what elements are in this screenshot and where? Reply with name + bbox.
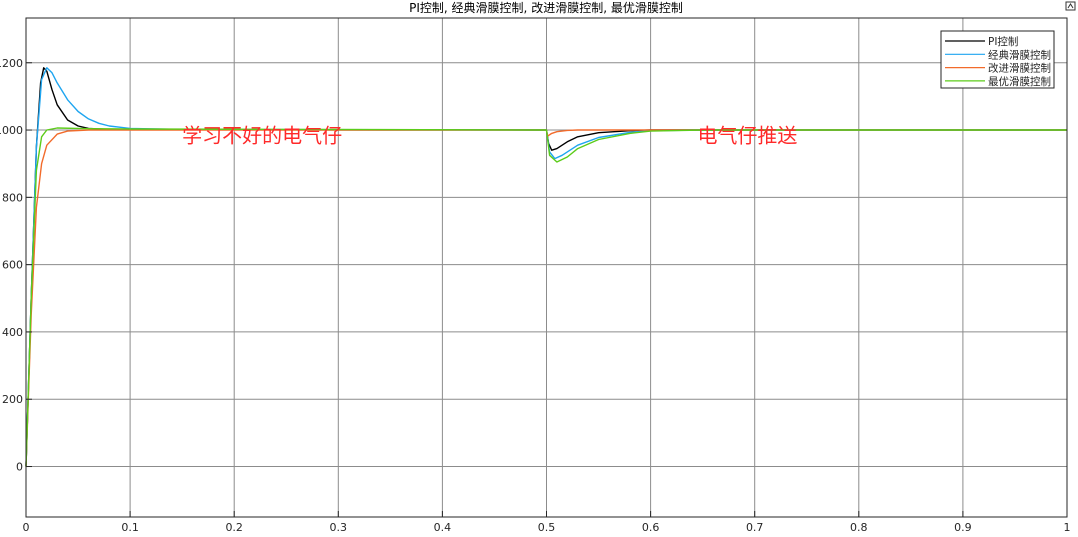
- y-tick-label: 200: [2, 393, 23, 406]
- y-axis-ticks: 0 200 400 600 800 1000 1200: [0, 57, 32, 474]
- y-tick-label: 0: [16, 461, 23, 474]
- y-tick-label: 600: [2, 259, 23, 272]
- grid: [25, 18, 1068, 517]
- annotations: 学习不好的电气仔 电气仔推送: [182, 123, 797, 147]
- x-tick-label: 0: [23, 521, 30, 534]
- annotation-text: 电气仔推送: [697, 123, 797, 147]
- x-tick-label: 0.3: [330, 521, 348, 534]
- chart-title: PI控制, 经典滑膜控制, 改进滑膜控制, 最优滑膜控制: [409, 1, 683, 15]
- x-tick-label: 0.6: [642, 521, 660, 534]
- annotation-text: 学习不好的电气仔: [182, 123, 342, 147]
- y-tick-label: 1200: [0, 57, 23, 70]
- x-tick-label: 0.5: [538, 521, 556, 534]
- x-tick-label: 0.4: [434, 521, 452, 534]
- x-tick-label: 0.8: [850, 521, 868, 534]
- x-tick-label: 1: [1064, 521, 1071, 534]
- y-tick-label: 400: [2, 326, 23, 339]
- x-tick-label: 0.7: [746, 521, 764, 534]
- legend-label: 经典滑膜控制: [988, 48, 1051, 61]
- undock-icon[interactable]: [1065, 1, 1076, 11]
- legend-label: PI控制: [988, 35, 1018, 48]
- y-tick-label: 800: [2, 191, 23, 204]
- series-line-2: [25, 129, 1067, 467]
- x-tick-label: 0.1: [121, 521, 139, 534]
- y-tick-label: 1000: [0, 124, 23, 137]
- legend-label: 最优滑膜控制: [988, 75, 1051, 88]
- series-line-3: [25, 127, 1067, 467]
- x-tick-label: 0.2: [225, 521, 243, 534]
- legend-label: 改进滑膜控制: [988, 62, 1051, 75]
- series-line-1: [25, 67, 1067, 467]
- x-tick-label: 0.9: [954, 521, 972, 534]
- x-axis-ticks: 0 0.1 0.2 0.3 0.4 0.5 0.6 0.7 0.8 0.9 1: [23, 511, 1071, 534]
- series-lines: [25, 67, 1067, 467]
